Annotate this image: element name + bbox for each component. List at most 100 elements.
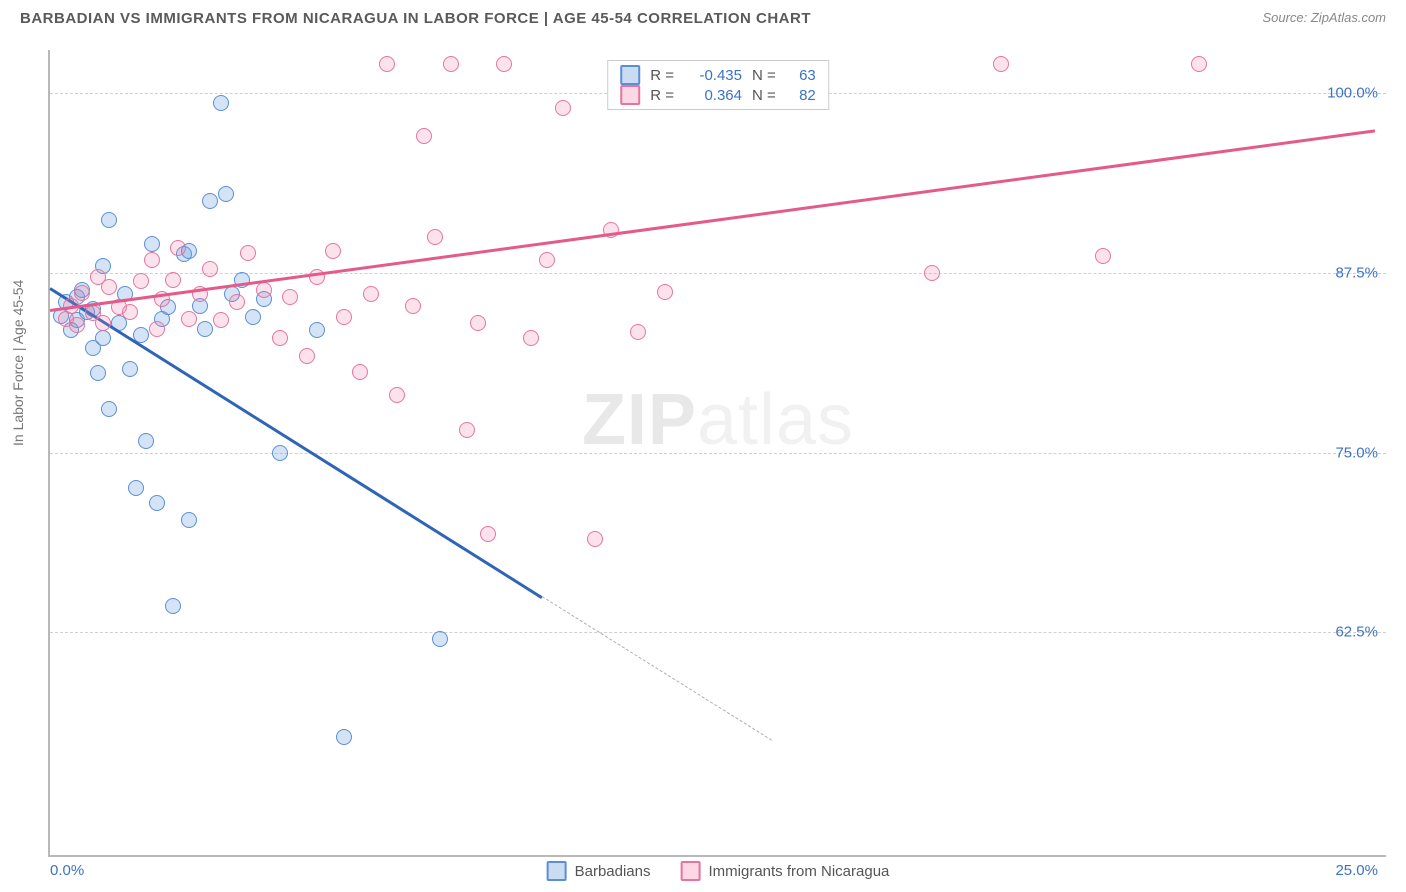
data-point: [924, 265, 940, 281]
data-point: [539, 252, 555, 268]
watermark-light: atlas: [697, 380, 854, 460]
data-point: [1191, 56, 1207, 72]
source-label: Source: ZipAtlas.com: [1262, 10, 1386, 25]
data-point: [144, 252, 160, 268]
r-value-nicaragua: 0.364: [684, 87, 742, 104]
plot-area: ZIPatlas R = -0.435 N = 63 R = 0.364 N =…: [48, 50, 1386, 857]
data-point: [1095, 248, 1111, 264]
data-point: [993, 56, 1009, 72]
legend-label: Immigrants from Nicaragua: [709, 863, 890, 880]
data-point: [443, 56, 459, 72]
y-tick-label: 75.0%: [1335, 444, 1378, 461]
data-point: [459, 422, 475, 438]
data-point: [245, 309, 261, 325]
legend-item-barbadians: Barbadians: [547, 861, 651, 881]
correlation-chart: BARBADIAN VS IMMIGRANTS FROM NICARAGUA I…: [0, 0, 1406, 892]
trend-extension: [541, 596, 771, 741]
trend-line: [50, 129, 1376, 312]
data-point: [165, 598, 181, 614]
data-point: [101, 212, 117, 228]
data-point: [432, 631, 448, 647]
data-point: [128, 480, 144, 496]
swatch-barbadians: [620, 65, 640, 85]
data-point: [95, 330, 111, 346]
data-point: [69, 317, 85, 333]
title-bar: BARBADIAN VS IMMIGRANTS FROM NICARAGUA I…: [0, 0, 1406, 33]
chart-title: BARBADIAN VS IMMIGRANTS FROM NICARAGUA I…: [20, 10, 811, 27]
data-point: [470, 315, 486, 331]
data-point: [282, 289, 298, 305]
legend-row-barbadians: R = -0.435 N = 63: [620, 65, 816, 85]
data-point: [630, 324, 646, 340]
data-point: [181, 311, 197, 327]
data-point: [165, 272, 181, 288]
gridline: [50, 632, 1386, 633]
data-point: [336, 729, 352, 745]
data-point: [389, 387, 405, 403]
n-value-nicaragua: 82: [786, 87, 816, 104]
stat-label: R =: [650, 87, 674, 104]
data-point: [523, 330, 539, 346]
data-point: [122, 361, 138, 377]
trend-line: [49, 287, 542, 599]
data-point: [149, 321, 165, 337]
data-point: [363, 286, 379, 302]
y-tick-label: 87.5%: [1335, 264, 1378, 281]
data-point: [181, 512, 197, 528]
data-point: [480, 526, 496, 542]
data-point: [218, 186, 234, 202]
legend-label: Barbadians: [575, 863, 651, 880]
data-point: [416, 128, 432, 144]
data-point: [202, 193, 218, 209]
swatch-nicaragua: [620, 85, 640, 105]
data-point: [352, 364, 368, 380]
data-point: [95, 315, 111, 331]
data-point: [657, 284, 673, 300]
legend-row-nicaragua: R = 0.364 N = 82: [620, 85, 816, 105]
data-point: [90, 365, 106, 381]
data-point: [138, 433, 154, 449]
data-point: [197, 321, 213, 337]
watermark: ZIPatlas: [582, 379, 854, 461]
watermark-bold: ZIP: [582, 380, 697, 460]
data-point: [149, 495, 165, 511]
data-point: [74, 285, 90, 301]
data-point: [101, 279, 117, 295]
data-point: [202, 261, 218, 277]
data-point: [405, 298, 421, 314]
data-point: [101, 401, 117, 417]
y-axis-title: In Labor Force | Age 45-54: [10, 280, 26, 446]
n-value-barbadians: 63: [786, 67, 816, 84]
data-point: [213, 312, 229, 328]
data-point: [240, 245, 256, 261]
data-point: [229, 294, 245, 310]
y-tick-label: 100.0%: [1327, 85, 1378, 102]
data-point: [133, 273, 149, 289]
x-tick-min: 0.0%: [50, 862, 84, 879]
data-point: [379, 56, 395, 72]
data-point: [144, 236, 160, 252]
data-point: [555, 100, 571, 116]
data-point: [336, 309, 352, 325]
data-point: [496, 56, 512, 72]
gridline: [50, 273, 1386, 274]
data-point: [170, 240, 186, 256]
r-value-barbadians: -0.435: [684, 67, 742, 84]
stat-label: N =: [752, 87, 776, 104]
data-point: [213, 95, 229, 111]
x-tick-max: 25.0%: [1335, 862, 1378, 879]
data-point: [122, 304, 138, 320]
correlation-legend: R = -0.435 N = 63 R = 0.364 N = 82: [607, 60, 829, 110]
data-point: [325, 243, 341, 259]
data-point: [587, 531, 603, 547]
swatch-barbadians-icon: [547, 861, 567, 881]
gridline: [50, 453, 1386, 454]
data-point: [427, 229, 443, 245]
stat-label: N =: [752, 67, 776, 84]
series-legend: Barbadians Immigrants from Nicaragua: [547, 861, 890, 881]
data-point: [272, 330, 288, 346]
y-tick-label: 62.5%: [1335, 624, 1378, 641]
stat-label: R =: [650, 67, 674, 84]
data-point: [272, 445, 288, 461]
data-point: [299, 348, 315, 364]
